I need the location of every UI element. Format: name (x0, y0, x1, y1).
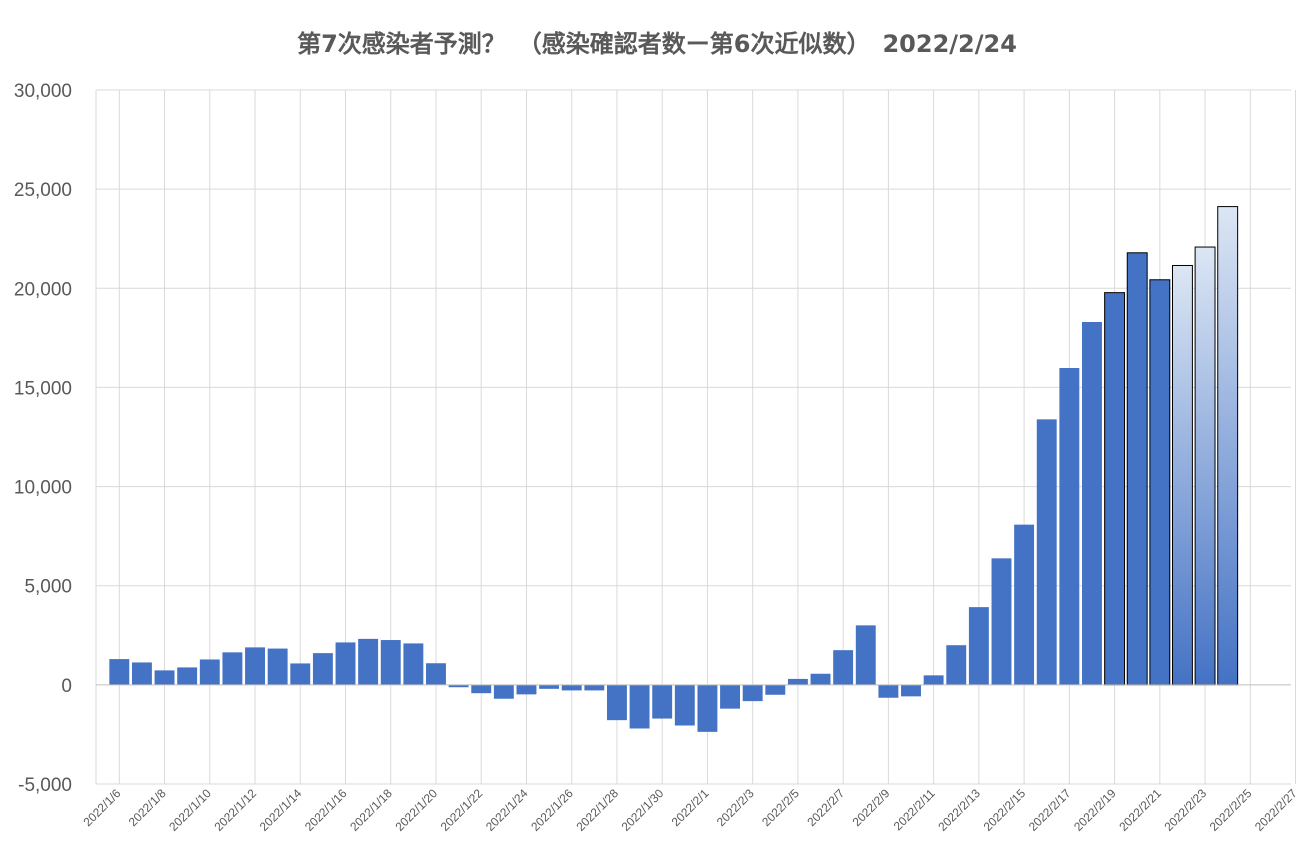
x-tick-label: 2022/2/5 (759, 786, 802, 829)
x-tick-label: 2022/1/18 (347, 786, 395, 834)
bar (697, 684, 718, 732)
x-tick-label: 2022/2/7 (804, 786, 847, 829)
x-tick-label: 2022/1/8 (126, 786, 169, 829)
bar (742, 684, 763, 702)
bar (652, 684, 673, 719)
y-tick-label: 25,000 (14, 180, 72, 201)
x-tick-label: 2022/2/13 (935, 786, 983, 834)
bar (131, 662, 152, 685)
x-tick-label: 2022/1/20 (392, 786, 440, 834)
x-tick-label: 2022/1/30 (619, 786, 667, 834)
bar (878, 684, 899, 698)
bar (765, 684, 786, 695)
bar (1104, 292, 1126, 686)
bar (1149, 279, 1171, 686)
bar (991, 558, 1012, 685)
x-tick-label: 2022/1/22 (438, 786, 486, 834)
y-tick-label: 15,000 (14, 378, 72, 399)
x-tick-label: 2022/2/9 (850, 786, 893, 829)
y-tick-label: 0 (61, 676, 72, 697)
bar (584, 684, 605, 691)
bar (901, 684, 921, 697)
bar (539, 684, 560, 689)
bar (154, 670, 175, 685)
bar (222, 652, 243, 685)
bar (1194, 246, 1216, 686)
bar (787, 678, 808, 685)
x-tick-label: 2022/1/28 (573, 786, 621, 834)
bar (380, 640, 401, 685)
bar (968, 607, 989, 685)
y-tick-label: 20,000 (14, 279, 72, 300)
bar (629, 684, 650, 729)
bar (1126, 252, 1148, 686)
bar (855, 625, 876, 685)
x-tick-label: 2022/2/17 (1026, 786, 1074, 834)
x-tick-label: 2022/2/15 (981, 786, 1029, 834)
x-tick-label: 2022/2/11 (891, 786, 938, 833)
bar (335, 642, 356, 685)
bar (109, 659, 130, 685)
x-tick-label: 2022/2/1 (669, 786, 712, 829)
x-tick-label: 2022/2/25 (1207, 786, 1255, 834)
bar (833, 650, 854, 685)
bar (923, 675, 944, 685)
bars (109, 206, 1239, 732)
bar (606, 684, 627, 721)
bar (1217, 206, 1239, 686)
bar (199, 659, 220, 685)
x-tick-label: 2022/2/19 (1071, 786, 1119, 834)
bar (946, 645, 967, 685)
x-tick-label: 2022/1/26 (528, 786, 576, 834)
chart-title: 第7次感染者予測？ （感染確認者数ー第6次近似数） 2022/2/24 (297, 30, 1017, 58)
bar (1082, 321, 1102, 685)
bar (1171, 264, 1193, 686)
x-tick-label: 2022/2/27 (1252, 786, 1300, 834)
bar (290, 663, 311, 685)
y-tick-label: 30,000 (14, 81, 72, 102)
bar (448, 684, 469, 688)
bar (561, 684, 582, 691)
x-tick-label: 2022/2/3 (714, 786, 757, 829)
bar (471, 684, 492, 694)
bar (674, 684, 695, 726)
bar (426, 663, 446, 685)
bar (1014, 524, 1035, 685)
x-tick-label: 2022/1/10 (166, 786, 214, 834)
bar (493, 684, 514, 699)
bar (177, 667, 198, 685)
bar (403, 643, 424, 685)
bar (516, 684, 537, 695)
x-tick-label: 2022/1/16 (302, 786, 350, 834)
y-tick-label: 10,000 (14, 478, 72, 499)
bar (358, 638, 379, 685)
x-tick-label: 2022/1/14 (257, 786, 305, 834)
bar (245, 647, 265, 685)
x-tick-label: 2022/2/21 (1116, 786, 1164, 834)
y-tick-label: 5,000 (24, 577, 72, 598)
x-tick-label: 2022/1/12 (211, 786, 259, 834)
x-tick-label: 2022/1/6 (80, 786, 123, 829)
x-tick-label: 2022/1/24 (483, 786, 531, 834)
y-tick-label: -5,000 (18, 775, 72, 796)
bar (1036, 419, 1057, 685)
bar (720, 684, 741, 709)
x-tick-label: 2022/2/23 (1162, 786, 1210, 834)
bar (1059, 367, 1080, 685)
bar (810, 673, 831, 685)
bar (312, 653, 333, 685)
bar (267, 648, 288, 685)
axes (95, 90, 1291, 785)
